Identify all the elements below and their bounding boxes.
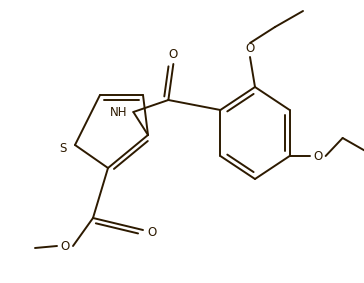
- Text: O: O: [147, 226, 157, 239]
- Text: O: O: [169, 48, 178, 61]
- Text: NH: NH: [110, 106, 127, 119]
- Text: O: O: [313, 149, 322, 162]
- Text: S: S: [59, 143, 67, 155]
- Text: O: O: [60, 239, 70, 252]
- Text: O: O: [245, 42, 255, 55]
